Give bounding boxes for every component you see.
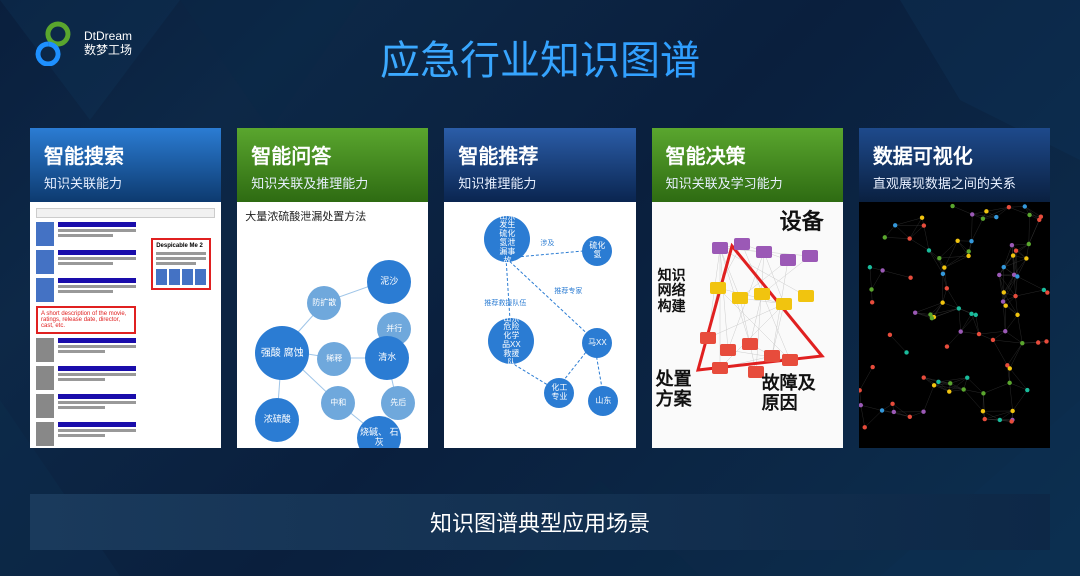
- decision-box: [776, 298, 792, 310]
- bubble-node: 稀释: [317, 342, 351, 376]
- decision-box: [780, 254, 796, 266]
- card-subtitle: 知识关联能力: [44, 173, 207, 192]
- card-subtitle: 直观展现数据之间的关系: [873, 173, 1036, 192]
- card-1: 智能问答知识关联及推理能力大量浓硫酸泄漏处置方法泥沙防扩散并行强酸 腐蚀稀释清水…: [237, 128, 428, 448]
- decision-box: [700, 332, 716, 344]
- footer-text: 知识图谱典型应用场景: [430, 506, 650, 538]
- decision-box: [782, 354, 798, 366]
- decision-box: [712, 242, 728, 254]
- card-4: 数据可视化直观展现数据之间的关系: [859, 128, 1050, 448]
- card-body: 大量浓硫酸泄漏处置方法泥沙防扩散并行强酸 腐蚀稀释清水中和先后浓硫酸烧碱、 石灰: [237, 202, 428, 448]
- card-body: [859, 202, 1050, 448]
- decision-label: 故障及原因: [762, 374, 816, 414]
- card-subtitle: 知识关联及学习能力: [666, 173, 829, 192]
- decision-box: [710, 282, 726, 294]
- decision-box: [764, 350, 780, 362]
- bubble-node: 浓硫酸: [255, 398, 299, 442]
- card-header: 智能决策知识关联及学习能力: [652, 128, 843, 202]
- decision-box: [712, 362, 728, 374]
- diagram-caption: 大量浓硫酸泄漏处置方法: [237, 202, 428, 230]
- decision-box: [798, 290, 814, 302]
- bubble-node: 泥沙: [367, 260, 411, 304]
- card-title: 智能决策: [666, 140, 829, 169]
- decision-box: [742, 338, 758, 350]
- decision-box: [754, 288, 770, 300]
- card-title: 智能搜索: [44, 140, 207, 169]
- card-3: 智能决策知识关联及学习能力设备知识网络构建处置方案 故障及原因: [652, 128, 843, 448]
- decision-box: [734, 238, 750, 250]
- edge-label: 涉及: [540, 238, 554, 248]
- card-row: 智能搜索知识关联能力 A short description of the mo…: [30, 128, 1050, 448]
- decision-label: 处置方案: [656, 370, 692, 410]
- card-body: 设备知识网络构建处置方案 故障及原因: [652, 202, 843, 448]
- bubble-node: 先后: [381, 386, 415, 420]
- decision-label: 知识网络构建: [658, 268, 686, 314]
- card-subtitle: 知识关联及推理能力: [251, 173, 414, 192]
- card-header: 数据可视化直观展现数据之间的关系: [859, 128, 1050, 202]
- bubble-node: 清水: [365, 336, 409, 380]
- bubble-node: 强酸 腐蚀: [255, 326, 309, 380]
- card-header: 智能问答知识关联及推理能力: [237, 128, 428, 202]
- card-header: 智能搜索知识关联能力: [30, 128, 221, 202]
- edge-label: 推荐救援队伍: [484, 298, 526, 308]
- card-header: 智能推荐知识推理能力: [444, 128, 635, 202]
- decision-box: [732, 292, 748, 304]
- decision-box: [802, 250, 818, 262]
- bubble-node: 中和: [321, 386, 355, 420]
- card-0: 智能搜索知识关联能力 A short description of the mo…: [30, 128, 221, 448]
- edge-label: 推荐专家: [554, 286, 582, 296]
- card-title: 智能问答: [251, 140, 414, 169]
- footer-bar: 知识图谱典型应用场景: [30, 494, 1050, 550]
- card-body: A short description of the movie, rating…: [30, 202, 221, 448]
- search-mock: A short description of the movie, rating…: [30, 202, 221, 448]
- bubble-node: 防扩散: [307, 286, 341, 320]
- card-2: 智能推荐知识推理能力山东发生硫化氢泄漏事故硫化氢山东危险化学品XX救援队马XX化…: [444, 128, 635, 448]
- card-body: 山东发生硫化氢泄漏事故硫化氢山东危险化学品XX救援队马XX化工专业山东涉及推荐专…: [444, 202, 635, 448]
- page-title: 应急行业知识图谱: [0, 0, 1080, 86]
- card-subtitle: 知识推理能力: [458, 173, 621, 192]
- decision-label: 设备: [780, 210, 824, 234]
- decision-box: [720, 344, 736, 356]
- decision-box: [756, 246, 772, 258]
- card-title: 数据可视化: [873, 140, 1036, 169]
- card-title: 智能推荐: [458, 140, 621, 169]
